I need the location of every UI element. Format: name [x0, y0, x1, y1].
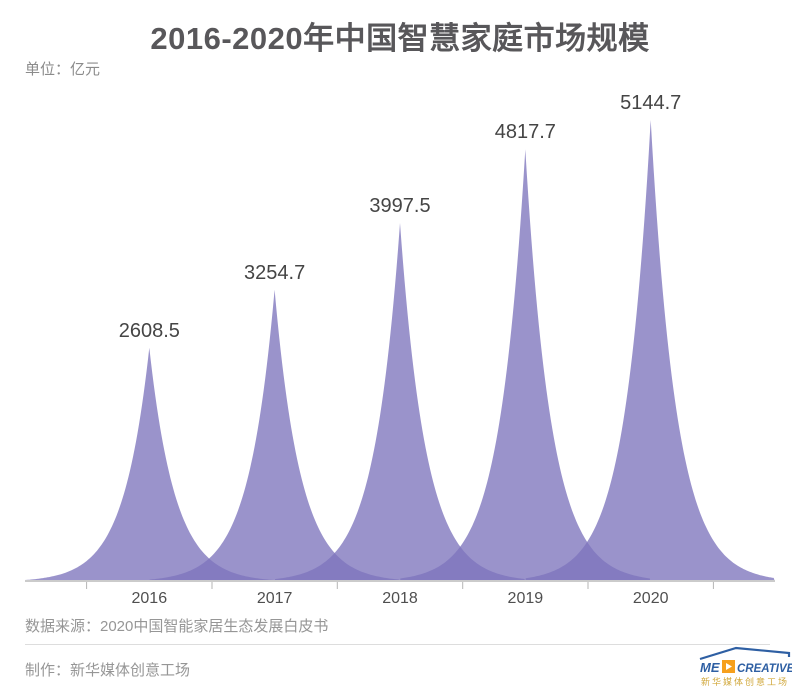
unit-label: 单位：亿元: [25, 61, 101, 78]
chart-title: 2016-2020年中国智慧家庭市场规模: [150, 21, 650, 56]
value-label-2019: 4817.7: [494, 121, 556, 144]
logo-play-triangle-icon: [726, 663, 732, 670]
peak-area-2018: [275, 223, 525, 582]
value-label-2017: 3254.7: [244, 261, 306, 284]
logo-text-zh: 新华媒体创意工场: [701, 676, 789, 687]
credit-text: 制作：新华媒体创意工场: [25, 662, 191, 679]
media-create-logo-graphic: ME CREATIVE 新华媒体创意工场: [699, 646, 792, 687]
peak-area-2020: [525, 120, 775, 582]
x-axis-label-2020: 2020: [632, 590, 669, 607]
peak-area-2017: [149, 289, 400, 582]
peak-area-2016: [25, 347, 275, 582]
logo-text-en-left: ME: [700, 660, 720, 675]
footer-divider: [25, 644, 770, 645]
x-axis-label-2018: 2018: [382, 590, 418, 607]
data-source-text: 数据来源：2020中国智能家居生态发展白皮书: [25, 618, 329, 635]
value-label-2020: 5144.7: [620, 92, 682, 114]
peak-area-2019: [400, 149, 651, 582]
x-axis-label-2017: 2017: [256, 590, 293, 607]
value-label-2016: 2608.5: [118, 319, 180, 342]
logo-roof-stroke: [699, 646, 791, 661]
value-label-2018: 3997.5: [369, 195, 431, 218]
media-create-logo: ME CREATIVE 新华媒体创意工场: [698, 645, 792, 687]
x-axis-label-2019: 2019: [507, 590, 544, 607]
logo-text-en-right: CREATIVE: [737, 663, 792, 675]
x-axis-label-2016: 2016: [131, 590, 168, 607]
